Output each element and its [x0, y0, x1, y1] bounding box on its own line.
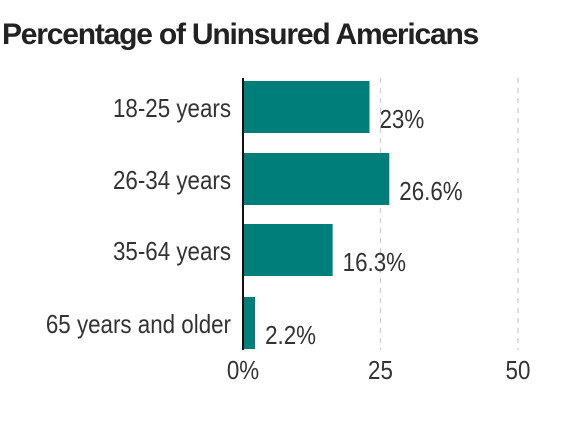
category-label: 18-25 years [113, 94, 231, 123]
category-label: 65 years and older [46, 310, 231, 339]
bar-3 [243, 297, 256, 349]
value-label: 23% [379, 105, 424, 134]
x-tick-label: 0% [227, 356, 259, 385]
x-tick-label: 50 [506, 356, 531, 385]
value-label: 2.2% [265, 321, 316, 350]
chart-title: Percentage of Uninsured Americans [2, 18, 479, 51]
category-label: 35-64 years [113, 237, 231, 266]
bar-1 [243, 153, 390, 205]
category-label: 26-34 years [113, 166, 231, 195]
value-label: 16.3% [343, 248, 406, 277]
bar-0 [243, 81, 370, 133]
value-label: 26.6% [399, 177, 462, 206]
x-tick-label: 25 [368, 356, 393, 385]
bar-2 [243, 224, 333, 276]
